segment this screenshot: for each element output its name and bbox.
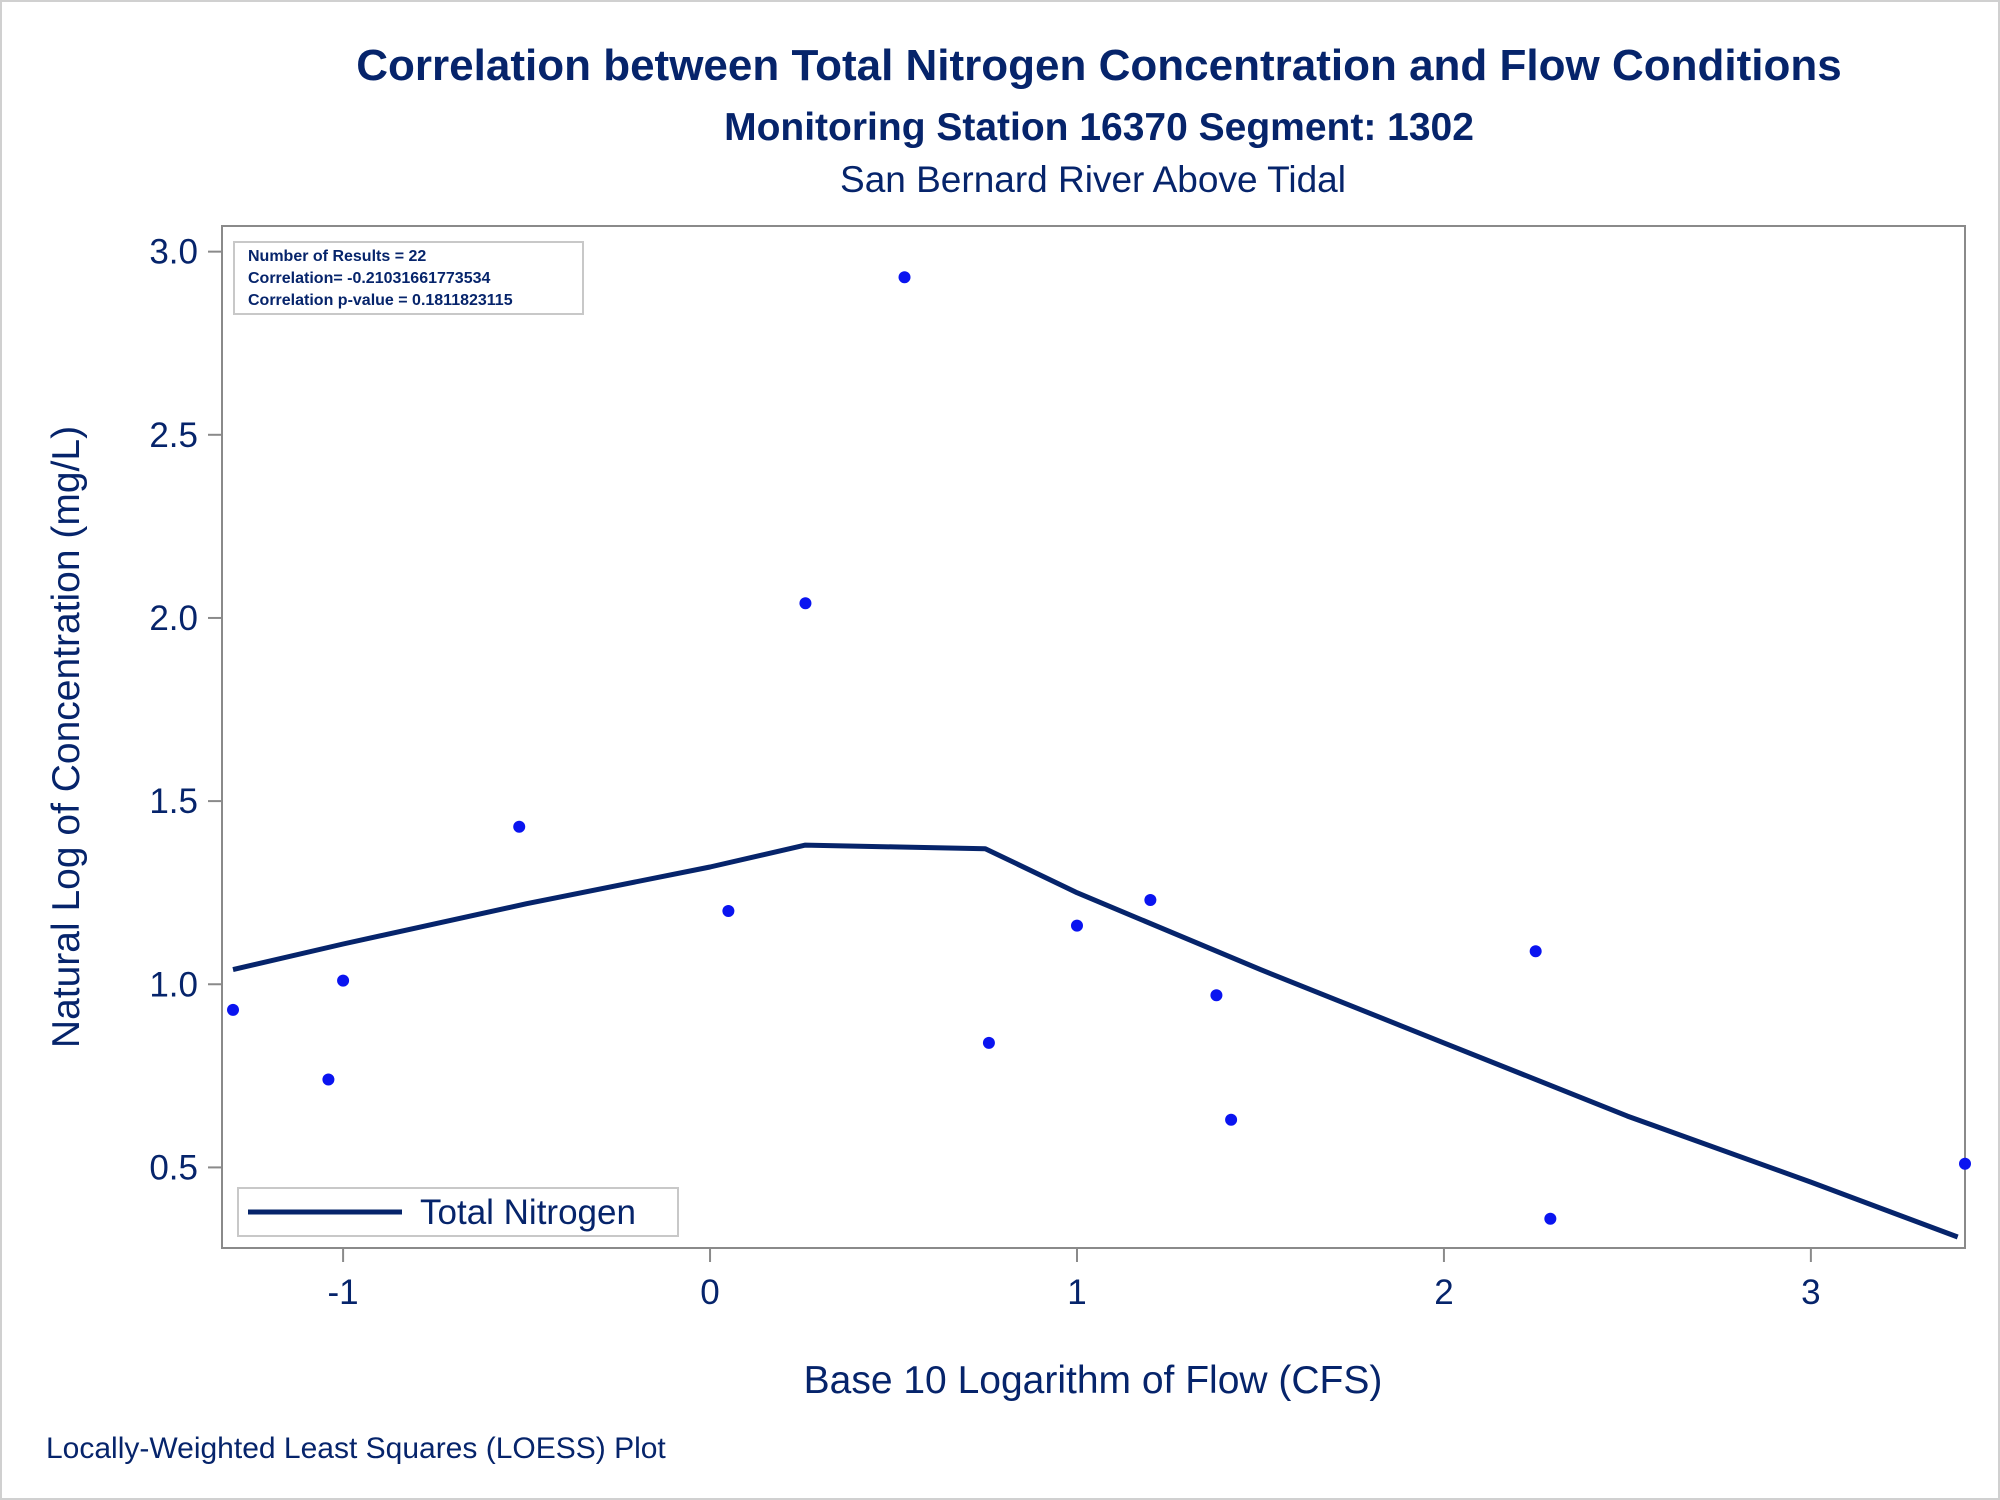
chart-footnote: Locally-Weighted Least Squares (LOESS) P… [46,1432,666,1465]
data-point [1210,989,1223,1002]
loess-line [232,842,1959,1240]
scatter-points [227,271,1971,1225]
data-point [322,1073,335,1086]
data-point [1144,894,1157,907]
x-tick-label: -1 [328,1273,359,1312]
y-tick-label: 1.0 [149,965,198,1004]
stats-pvalue: Correlation p-value = 0.1811823115 [248,292,513,309]
data-point [982,1036,995,1049]
data-point [227,1003,240,1016]
data-point [513,820,526,833]
legend: Total Nitrogen [237,1187,679,1237]
data-point [722,904,735,917]
x-tick-label: 2 [1434,1273,1453,1312]
chart-subtitle: Monitoring Station 16370 Segment: 1302 [724,106,1474,149]
data-point [1225,1113,1238,1126]
x-tick-label: 0 [700,1273,719,1312]
x-tick-label: 3 [1801,1273,1820,1312]
y-axis-label: Natural Log of Concentration (mg/L) [45,426,88,1048]
data-point [337,974,350,987]
loess-series [232,842,1959,1240]
y-tick-label: 2.5 [149,416,198,455]
stats-box: Number of Results = 22 Correlation= -0.2… [233,241,584,315]
data-point [1959,1157,1971,1170]
data-point [1070,919,1083,932]
y-tick-label: 2.0 [149,599,198,638]
data-point [1544,1212,1557,1225]
plot-area-frame [221,225,1966,1249]
y-tick-label: 3.0 [149,233,198,272]
x-axis: -1 0 1 2 3 [328,1248,1821,1312]
x-tick-label: 1 [1067,1273,1086,1312]
y-tick-label: 1.5 [149,782,198,821]
stats-correlation: Correlation= -0.21031661773534 [248,270,490,287]
y-axis: 0.5 1.0 1.5 2.0 2.5 3.0 [149,233,222,1187]
data-point [1529,945,1542,958]
legend-label: Total Nitrogen [420,1193,636,1232]
stats-count: Number of Results = 22 [248,248,426,265]
x-axis-label: Base 10 Logarithm of Flow (CFS) [804,1359,1383,1402]
chart-title: Correlation between Total Nitrogen Conce… [356,41,1841,90]
data-point [898,271,911,284]
stats-box-frame [233,241,584,315]
y-tick-label: 0.5 [149,1148,198,1187]
data-point [799,597,812,610]
chart-subtitle-2: San Bernard River Above Tidal [840,159,1346,200]
